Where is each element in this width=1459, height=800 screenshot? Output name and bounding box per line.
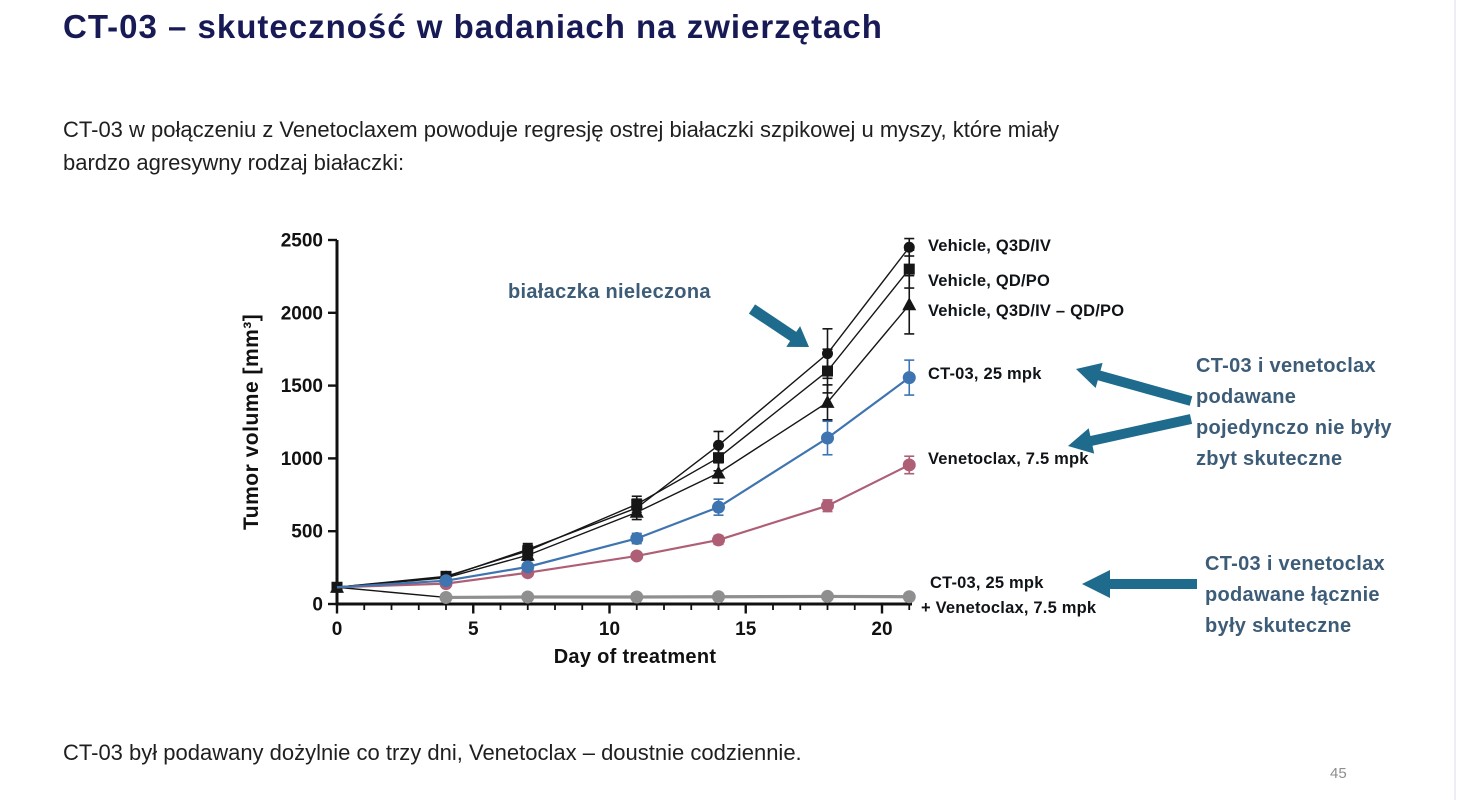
- square-marker: [822, 365, 833, 377]
- circle-marker: [712, 590, 725, 604]
- annotation-untreated-leukemia: białaczka nieleczona: [508, 281, 711, 303]
- slide-edge-divider: [1454, 0, 1456, 800]
- circle-marker: [521, 590, 535, 604]
- series-line: [336, 304, 910, 588]
- series-line: [336, 463, 910, 589]
- x-tick-label: 20: [871, 619, 892, 640]
- intro-line-1: CT-03 w połączeniu z Venetoclaxem powodu…: [63, 117, 1060, 142]
- monotherapy-arrow-to-ct03: [1076, 362, 1193, 406]
- annotation-monotherapy: CT-03 i venetoclax podawane pojedynczo nie…: [1196, 351, 1392, 475]
- triangle-marker: [711, 465, 726, 479]
- series-line: [336, 268, 910, 588]
- annotation-combination-line-1: CT-03 i venetoclax: [1205, 553, 1385, 575]
- intro-text: CT-03 w połączeniu z Venetoclaxem powodu…: [63, 113, 1059, 179]
- annotation-combination-line-3: były skuteczne: [1205, 615, 1352, 637]
- triangle-marker: [820, 394, 835, 408]
- square-marker: [903, 263, 915, 275]
- legend-ct03-25mpk: CT-03, 25 mpk: [928, 365, 1042, 383]
- annotation-combination-line-2: podawane łącznie: [1205, 584, 1380, 606]
- y-tick-label: 1000: [281, 449, 323, 470]
- legend-combo-line-2: + Venetoclax, 7.5 mpk: [921, 599, 1097, 617]
- y-axis-label: Tumor volume [mm³]: [240, 313, 263, 531]
- series-ct-03-25-mpk-venetoclax-7-5-mpk: [336, 586, 916, 604]
- y-tick-label: 2500: [281, 231, 323, 252]
- monotherapy-arrow-to-venetoclax: [1068, 414, 1193, 454]
- x-tick-label: 0: [332, 619, 343, 640]
- x-axis-label: Day of treatment: [553, 646, 717, 668]
- legend-combo-line-1: CT-03, 25 mpk: [930, 574, 1044, 592]
- circle-marker: [630, 549, 644, 563]
- circle-marker: [712, 500, 725, 514]
- series-line-overlay: [445, 594, 910, 600]
- page-number: 45: [1330, 765, 1347, 782]
- circle-marker: [521, 560, 535, 574]
- x-tick-label: 5: [468, 619, 479, 640]
- circle-marker: [630, 531, 644, 545]
- triangle-marker: [520, 547, 535, 561]
- circle-marker: [630, 590, 644, 604]
- circle-marker: [712, 533, 725, 547]
- y-tick-label: 1500: [281, 376, 323, 397]
- annotation-monotherapy-line-4: zbyt skuteczne: [1196, 448, 1343, 470]
- x-tick-label: 15: [735, 619, 757, 640]
- untreated-callout-arrow: [748, 304, 809, 347]
- circle-marker: [821, 431, 834, 445]
- circle-marker: [439, 590, 453, 604]
- annotation-combination: CT-03 i venetoclax podawane łącznie były s…: [1205, 549, 1385, 642]
- legend-vehicle-q3d-iv: Vehicle, Q3D/IV: [928, 237, 1052, 255]
- circle-marker: [902, 458, 916, 472]
- triangle-marker: [629, 504, 644, 518]
- series-venetoclax-7-5-mpk: [336, 455, 916, 591]
- series-ct-03-25-mpk: [336, 359, 916, 589]
- annotation-monotherapy-line-2: podawane: [1196, 386, 1297, 408]
- legend-vehicle-q3d-iv-qd-po: Vehicle, Q3D/IV – QD/PO: [928, 302, 1125, 320]
- circle-marker: [902, 590, 916, 604]
- series-line: [336, 376, 910, 589]
- circle-marker: [821, 499, 834, 513]
- triangle-marker: [902, 297, 917, 311]
- annotation-monotherapy-line-1: CT-03 i venetoclax: [1196, 355, 1376, 377]
- annotation-monotherapy-line-3: pojedynczo nie były: [1196, 417, 1392, 439]
- footer-text: CT-03 był podawany dożylnie co trzy dni,…: [63, 740, 802, 765]
- combination-arrow: [1082, 570, 1197, 598]
- slide-title: CT-03 – skuteczność w badaniach na zwier…: [63, 8, 883, 45]
- y-tick-label: 0: [312, 595, 323, 616]
- legend-vehicle-qd-po: Vehicle, QD/PO: [928, 272, 1051, 290]
- circle-marker: [821, 589, 834, 603]
- y-tick-label: 2000: [281, 303, 323, 324]
- circle-marker: [902, 371, 916, 385]
- legend-venetoclax-7-5mpk: Venetoclax, 7.5 mpk: [928, 450, 1089, 468]
- y-tick-label: 500: [291, 522, 323, 543]
- square-marker: [713, 452, 724, 464]
- x-tick-label: 10: [599, 619, 620, 640]
- intro-line-2: bardzo agresywny rodzaj białaczki:: [63, 150, 405, 175]
- circle-marker: [439, 574, 453, 588]
